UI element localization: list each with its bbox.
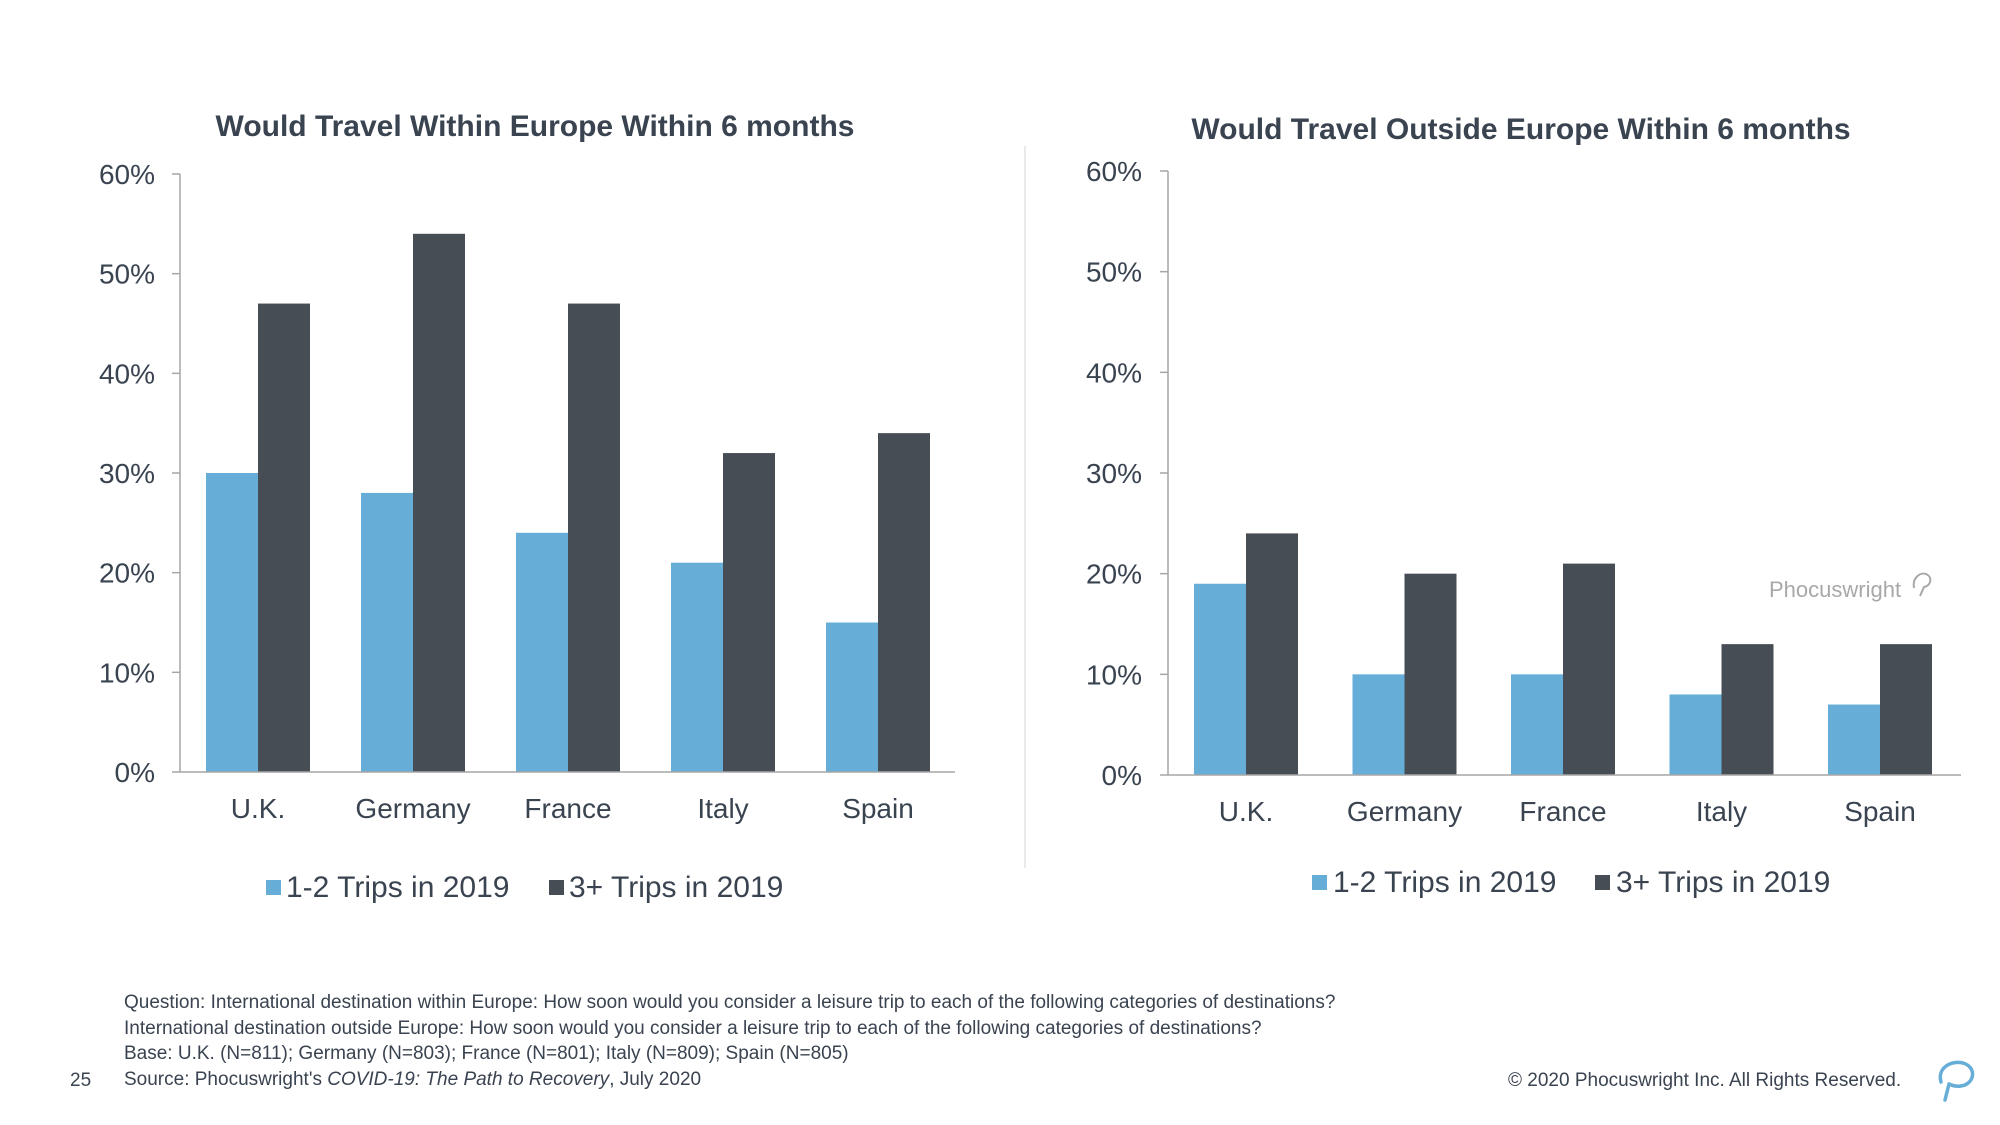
right-bar-france-series-1 — [1511, 674, 1563, 775]
left-y-tick-label: 20% — [99, 558, 155, 589]
left-legend-swatch-1 — [266, 880, 281, 895]
right-y-tick-label: 50% — [1086, 257, 1142, 288]
right-x-category-label: France — [1519, 796, 1606, 827]
right-y-tick-label: 60% — [1086, 156, 1142, 187]
right-legend-swatch-1 — [1312, 875, 1327, 890]
copyright-notice: © 2020 Phocuswright Inc. All Rights Rese… — [1508, 1070, 1902, 1091]
left-bar-germany-series-1 — [361, 492, 413, 772]
left-bar-uk-series-1 — [206, 473, 258, 772]
left-y-tick-label: 60% — [99, 159, 155, 190]
right-bar-italy-series-2 — [1721, 644, 1774, 775]
question-line-2: International destination outside Europe… — [124, 1017, 1262, 1039]
left-legend-label-1: 1-2 Trips in 2019 — [286, 871, 509, 904]
right-legend-swatch-2 — [1595, 875, 1610, 890]
left-x-category-label: Germany — [355, 793, 470, 824]
source-title: COVID-19: The Path to Recovery — [327, 1068, 610, 1090]
phocuswright-logo-icon — [1938, 1060, 1975, 1102]
right-watermark-text: Phocuswright — [1769, 577, 1901, 602]
right-bar-spain-series-2 — [1880, 644, 1932, 775]
left-legend-swatch-2 — [549, 880, 564, 895]
left-bar-spain-series-2 — [878, 433, 930, 772]
left-x-category-label: Spain — [842, 793, 914, 824]
source-line: Source: Phocuswright's COVID-19: The Pat… — [124, 1067, 1624, 1093]
source-suffix: , July 2020 — [609, 1068, 702, 1090]
right-x-category-label: Spain — [1844, 796, 1916, 827]
right-legend-label-1: 1-2 Trips in 2019 — [1333, 866, 1556, 899]
left-bar-france-series-1 — [516, 532, 568, 772]
right-bar-spain-series-1 — [1828, 704, 1880, 775]
left-bar-italy-series-2 — [723, 453, 775, 772]
right-chart-title: Would Travel Outside Europe Within 6 mon… — [1191, 113, 1850, 146]
left-y-tick-label: 50% — [99, 259, 155, 290]
right-bar-uk-series-1 — [1194, 583, 1246, 775]
right-x-category-label: U.K. — [1219, 796, 1273, 827]
right-x-category-label: Germany — [1347, 796, 1462, 827]
right-y-tick-label: 20% — [1086, 559, 1142, 590]
left-y-tick-label: 10% — [99, 657, 155, 688]
right-y-tick-label: 30% — [1086, 458, 1142, 489]
right-y-tick-label: 10% — [1086, 659, 1142, 690]
base-line: Base: U.K. (N=811); Germany (N=803); Fra… — [124, 1043, 849, 1064]
left-legend-label-2: 3+ Trips in 2019 — [569, 871, 783, 904]
right-bar-italy-series-1 — [1669, 694, 1722, 775]
right-bar-germany-series-2 — [1404, 573, 1457, 775]
left-y-tick-label: 0% — [115, 757, 155, 788]
left-bar-spain-series-1 — [826, 622, 878, 772]
footnotes: Question: International destination with… — [124, 990, 1624, 1092]
source-prefix: Source: Phocuswright's — [124, 1068, 328, 1090]
left-bar-italy-series-1 — [671, 562, 723, 772]
left-y-tick-label: 30% — [99, 458, 155, 489]
left-x-category-label: U.K. — [231, 793, 285, 824]
right-bar-germany-series-1 — [1352, 674, 1405, 775]
right-legend-label-2: 3+ Trips in 2019 — [1616, 866, 1830, 899]
right-y-tick-label: 40% — [1086, 357, 1142, 388]
left-bar-france-series-2 — [568, 303, 620, 772]
right-watermark-logo-icon — [1912, 572, 1932, 597]
left-chart-title: Would Travel Within Europe Within 6 mont… — [216, 110, 855, 143]
left-x-category-label: Italy — [697, 793, 748, 824]
question-line-1: Question: International destination with… — [124, 992, 1336, 1013]
right-bar-france-series-2 — [1563, 563, 1615, 775]
right-bar-uk-series-2 — [1246, 533, 1298, 775]
left-bar-uk-series-2 — [258, 303, 310, 772]
page-number: 25 — [70, 1070, 92, 1091]
right-y-tick-label: 0% — [1102, 760, 1142, 791]
left-y-tick-label: 40% — [99, 358, 155, 389]
left-bar-germany-series-2 — [413, 233, 465, 773]
left-x-category-label: France — [524, 793, 611, 824]
right-x-category-label: Italy — [1696, 796, 1747, 827]
